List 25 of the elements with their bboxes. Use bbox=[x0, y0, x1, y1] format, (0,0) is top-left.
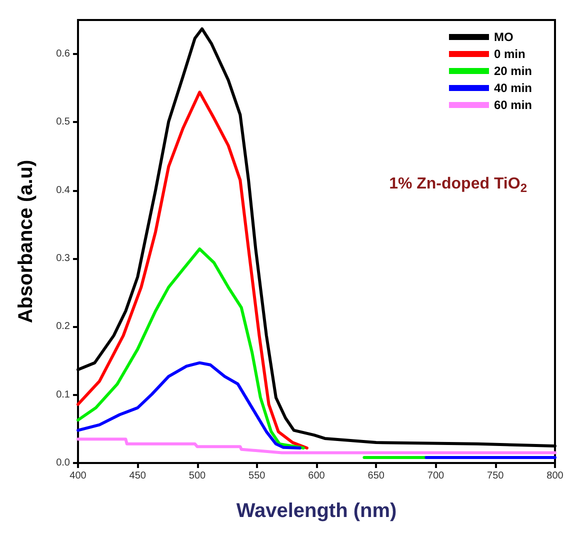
legend-label: 0 min bbox=[494, 47, 526, 61]
y-tick-label: 0.5 bbox=[56, 116, 70, 128]
y-tick-label: 0.4 bbox=[56, 184, 70, 196]
legend-label: 60 min bbox=[494, 98, 532, 112]
x-tick-label: 500 bbox=[188, 470, 206, 482]
x-tick-label: 750 bbox=[487, 470, 504, 482]
x-tick-label: 800 bbox=[546, 470, 564, 482]
y-axis-title: Absorbance (a.u) bbox=[15, 160, 37, 324]
line-series bbox=[76, 90, 308, 450]
x-tick-label: 650 bbox=[368, 470, 385, 482]
y-tick-label: 0.0 bbox=[56, 458, 70, 468]
legend-label: 20 min bbox=[494, 64, 532, 78]
y-tick-label: 0.3 bbox=[56, 253, 70, 264]
x-tick-label: 450 bbox=[129, 470, 146, 482]
x-axis-title: Wavelength (nm) bbox=[236, 500, 397, 522]
legend-label: 40 min bbox=[494, 81, 532, 95]
x-tick-label: 400 bbox=[70, 470, 87, 482]
y-tick-label: 0.1 bbox=[56, 389, 70, 400]
x-tick-label: 600 bbox=[308, 470, 326, 482]
y-tick-label: 0.2 bbox=[56, 321, 70, 332]
x-tick-label: 550 bbox=[248, 470, 266, 482]
y-tick-label: 0.6 bbox=[56, 48, 70, 60]
x-tick-label: 700 bbox=[427, 470, 445, 482]
line-series bbox=[76, 438, 556, 454]
legend-label: MO bbox=[494, 30, 514, 44]
